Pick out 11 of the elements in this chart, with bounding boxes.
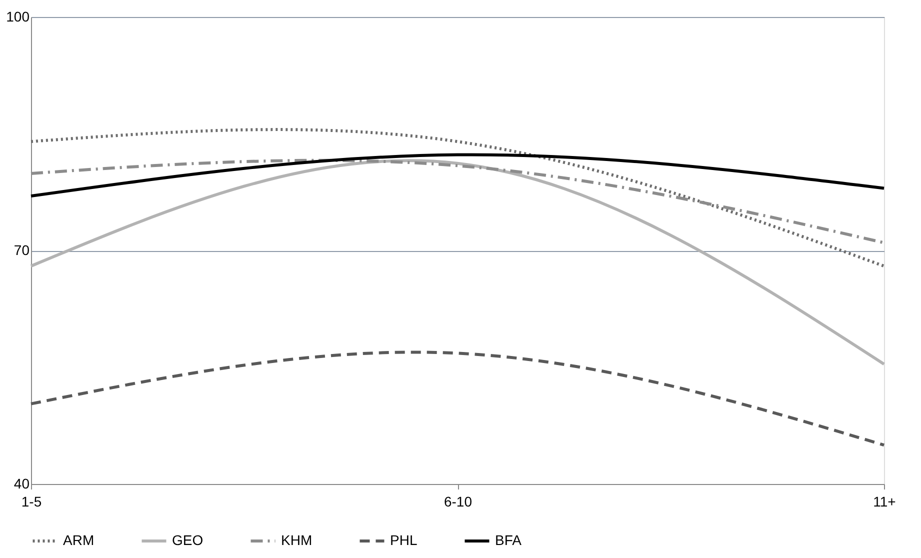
legend-label: PHL — [390, 532, 418, 548]
legend-label: ARM — [63, 532, 94, 548]
y-tick-label: 40 — [14, 476, 30, 492]
legend-label: GEO — [172, 532, 204, 548]
x-tick-label: 1-5 — [21, 494, 42, 510]
legend-label: KHM — [281, 532, 312, 548]
y-tick-label: 70 — [14, 242, 30, 258]
x-tick-label: 11+ — [873, 494, 896, 510]
y-tick-label: 100 — [6, 8, 30, 24]
x-tick-label: 6-10 — [444, 494, 472, 510]
legend-label: BFA — [495, 532, 522, 548]
